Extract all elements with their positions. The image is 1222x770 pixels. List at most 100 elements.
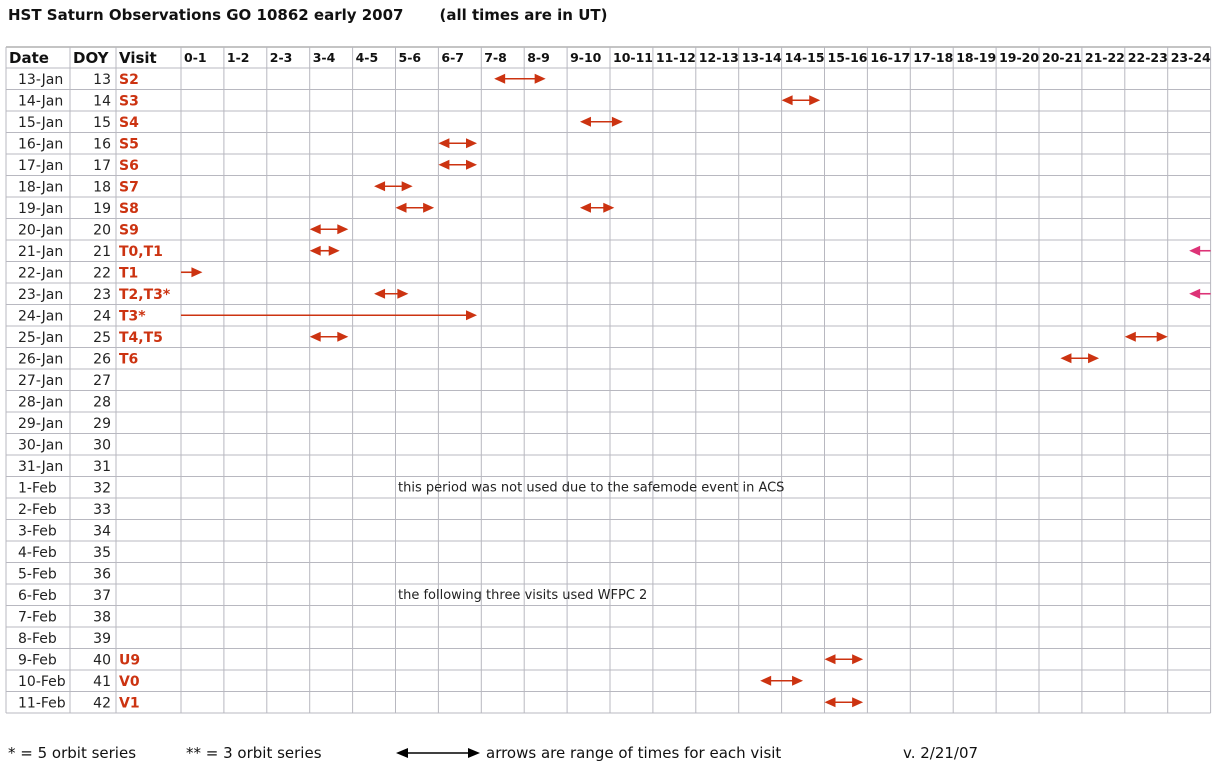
time-range-arrow xyxy=(181,310,478,321)
row-date: 30-Jan xyxy=(18,438,63,454)
grid-lines xyxy=(5,46,1212,714)
row-visit: T6 xyxy=(119,352,138,368)
time-range-arrow xyxy=(1124,331,1168,342)
time-range-arrow xyxy=(374,181,413,192)
row-date: 4-Feb xyxy=(18,545,57,561)
row-annotation: the following three visits used WFPC 2 xyxy=(398,588,647,603)
row-date: 8-Feb xyxy=(18,631,57,647)
row-date: 6-Feb xyxy=(18,588,57,604)
observation-schedule-table: Date DOY Visit 0-1 1-2 2-3 3-4 4-5 5-6 6-7 7-8 8-9 9… xyxy=(5,46,1212,714)
arrow-head xyxy=(466,138,478,149)
time-range-arrow xyxy=(181,267,203,278)
row-doy: 22 xyxy=(93,266,111,282)
row-date: 27-Jan xyxy=(18,373,63,389)
row-doy: 35 xyxy=(93,545,111,561)
arrow-head xyxy=(852,697,864,708)
row-doy: 21 xyxy=(93,244,111,260)
row-date: 26-Jan xyxy=(18,352,63,368)
column-header-hour: 13-14 xyxy=(742,50,782,65)
column-header-hour: 0-1 xyxy=(184,50,207,65)
row-doy: 25 xyxy=(93,330,111,346)
time-range-arrow xyxy=(395,202,435,213)
column-header-hour: 4-5 xyxy=(356,50,379,65)
row-doy: 36 xyxy=(93,567,111,583)
time-range-arrow xyxy=(494,73,546,84)
arrow-head xyxy=(374,181,386,192)
row-doy: 30 xyxy=(93,438,111,454)
row-date: 31-Jan xyxy=(18,459,63,475)
row-date: 15-Jan xyxy=(18,115,63,131)
row-date: 19-Jan xyxy=(18,201,63,217)
row-visit: S4 xyxy=(119,115,139,131)
arrow-head xyxy=(781,95,793,106)
row-visit: T4,T5 xyxy=(119,330,163,346)
time-range-arrow xyxy=(438,159,478,170)
row-doy: 16 xyxy=(93,137,111,153)
row-doy: 17 xyxy=(93,158,111,174)
arrow-head xyxy=(466,159,478,170)
arrow-head xyxy=(1060,353,1072,364)
row-doy: 38 xyxy=(93,610,111,626)
row-date: 17-Jan xyxy=(18,158,63,174)
arrow-head xyxy=(309,331,321,342)
row-doy: 37 xyxy=(93,588,111,604)
arrow-head xyxy=(611,116,623,127)
row-doy: 15 xyxy=(93,115,111,131)
arrow-head xyxy=(534,73,546,84)
time-range-arrow xyxy=(1060,353,1100,364)
column-header-hour: 18-19 xyxy=(956,50,996,65)
arrow-head xyxy=(423,202,435,213)
row-doy: 18 xyxy=(93,180,111,196)
row-date: 28-Jan xyxy=(18,395,63,411)
arrow-head xyxy=(466,310,478,321)
row-doy: 27 xyxy=(93,373,111,389)
row-doy: 14 xyxy=(93,94,111,110)
row-doy: 32 xyxy=(93,481,111,497)
row-visit: S2 xyxy=(119,72,139,88)
arrow-head xyxy=(1189,245,1201,256)
arrow-head xyxy=(337,331,349,342)
column-header-hour: 12-13 xyxy=(699,50,739,65)
arrow-head xyxy=(1124,331,1136,342)
row-visit: T1 xyxy=(119,266,138,282)
arrow-head xyxy=(374,288,386,299)
time-range-arrow xyxy=(374,288,409,299)
column-header-hour: 9-10 xyxy=(570,50,602,65)
legend-arrows: arrows are range of times for each visit xyxy=(486,744,782,762)
row-date: 11-Feb xyxy=(18,696,66,712)
row-doy: 39 xyxy=(93,631,111,647)
arrow-head xyxy=(309,245,321,256)
row-date: 14-Jan xyxy=(18,94,63,110)
row-doy: 42 xyxy=(93,696,111,712)
arrow-head xyxy=(824,654,836,665)
row-visit: S6 xyxy=(119,158,139,174)
time-range-arrow xyxy=(309,245,340,256)
row-date: 10-Feb xyxy=(18,674,66,690)
arrow-head xyxy=(760,675,772,686)
arrow-head xyxy=(191,267,203,278)
time-range-arrow xyxy=(781,95,821,106)
column-header-hour: 20-21 xyxy=(1042,50,1082,65)
arrow-head xyxy=(1088,353,1100,364)
legend-version: v. 2/21/07 xyxy=(903,744,979,762)
row-date: 20-Jan xyxy=(18,223,63,239)
column-header-hour: 22-23 xyxy=(1128,50,1168,65)
arrow-head xyxy=(397,288,409,299)
column-header-hour: 10-11 xyxy=(613,50,653,65)
legend-arrow-icon xyxy=(396,748,480,758)
column-header-hour: 6-7 xyxy=(441,50,464,65)
column-header-hour: 2-3 xyxy=(270,50,293,65)
arrow-head xyxy=(603,202,615,213)
row-doy: 23 xyxy=(93,287,111,303)
column-header-hour: 23-24 xyxy=(1171,50,1211,65)
arrow-head xyxy=(337,224,349,235)
row-date: 23-Jan xyxy=(18,287,63,303)
row-doy: 31 xyxy=(93,459,111,475)
row-visit: T3* xyxy=(119,309,146,325)
legend-orbit3: ** = 3 orbit series xyxy=(186,744,322,762)
column-header-hour: 15-16 xyxy=(828,50,868,65)
column-header-hour: 16-17 xyxy=(870,50,910,65)
row-date: 7-Feb xyxy=(18,610,57,626)
row-visit: S5 xyxy=(119,137,139,153)
time-range-arrow xyxy=(579,202,615,213)
